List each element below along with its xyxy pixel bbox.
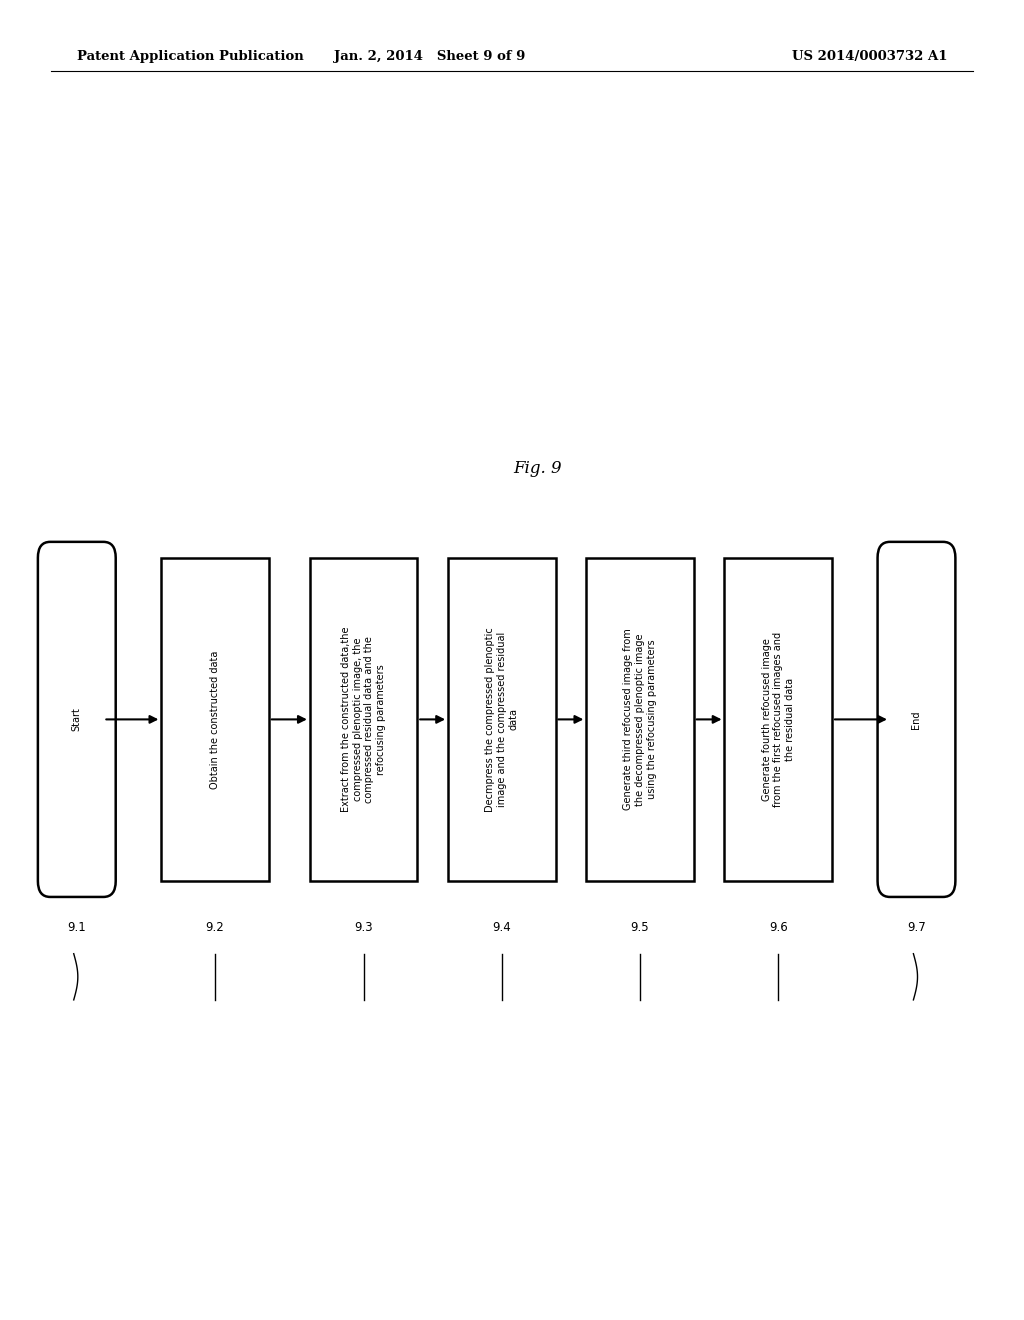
Bar — [725, 557, 831, 882]
FancyBboxPatch shape — [878, 541, 955, 898]
Text: 9.7: 9.7 — [907, 921, 926, 933]
Text: 9.6: 9.6 — [769, 921, 787, 933]
Text: End: End — [911, 710, 922, 729]
FancyBboxPatch shape — [38, 541, 116, 898]
Bar — [449, 557, 555, 882]
Text: 9.5: 9.5 — [631, 921, 649, 933]
Bar — [309, 557, 418, 882]
Text: Jan. 2, 2014   Sheet 9 of 9: Jan. 2, 2014 Sheet 9 of 9 — [335, 50, 525, 63]
Bar — [162, 557, 268, 882]
Bar — [586, 557, 694, 882]
Text: Patent Application Publication: Patent Application Publication — [77, 50, 303, 63]
Text: 9.1: 9.1 — [68, 921, 86, 933]
Text: Generate third refocused image from
the decompressed plenoptic image
using the r: Generate third refocused image from the … — [624, 628, 656, 810]
Text: 9.2: 9.2 — [206, 921, 224, 933]
Text: Extract from the constructed data,the
compressed plenoptic image, the
compressed: Extract from the constructed data,the co… — [341, 627, 386, 812]
Text: Obtain the constructed data: Obtain the constructed data — [210, 651, 220, 788]
Text: Decmpress the compressed plenoptic
image and the compressed residual
data: Decmpress the compressed plenoptic image… — [485, 627, 518, 812]
Text: Generate fourth refocused image
from the first refocused images and
the residual: Generate fourth refocused image from the… — [762, 632, 795, 807]
Text: Fig. 9: Fig. 9 — [513, 461, 562, 477]
Text: US 2014/0003732 A1: US 2014/0003732 A1 — [792, 50, 947, 63]
Text: 9.4: 9.4 — [493, 921, 511, 933]
Text: Start: Start — [72, 708, 82, 731]
Text: 9.3: 9.3 — [354, 921, 373, 933]
